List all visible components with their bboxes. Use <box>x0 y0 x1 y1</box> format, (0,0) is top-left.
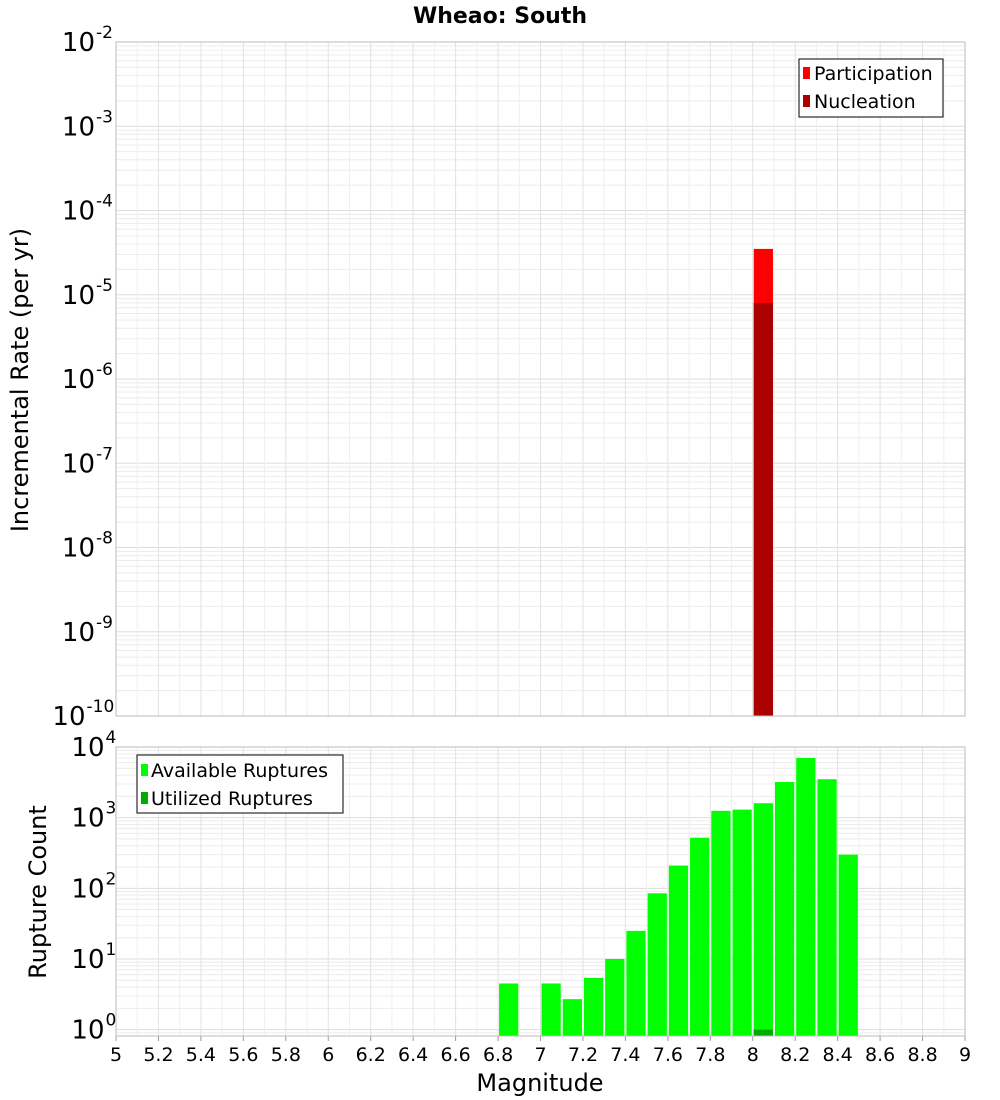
x-tick-label: 5.6 <box>228 1044 258 1066</box>
utilized-ruptures-bar <box>753 1029 773 1036</box>
y-tick-label: 10 <box>62 365 95 395</box>
legend-label-participation: Participation <box>814 63 933 85</box>
y-tick-exponent: 3 <box>106 799 117 819</box>
y-tick-label: 10 <box>71 1016 104 1046</box>
available-ruptures-bar <box>626 930 646 1036</box>
legend-swatch-participation <box>803 67 810 79</box>
y-tick-label: 10 <box>71 733 104 763</box>
y-tick-label: 10 <box>62 449 95 479</box>
rate-bars <box>753 248 773 716</box>
x-tick-label: 8.6 <box>865 1044 895 1066</box>
available-ruptures-bar <box>583 977 604 1036</box>
x-tick-label: 6.2 <box>356 1044 386 1066</box>
x-tick-label: 5.8 <box>271 1044 301 1066</box>
rate-y-axis-label: Incremental Rate (per yr) <box>6 228 34 532</box>
count-bars <box>499 757 858 1036</box>
x-tick-label: 6.6 <box>440 1044 470 1066</box>
available-ruptures-bar <box>562 999 582 1036</box>
count-y-axis-label: Rupture Count <box>24 805 52 979</box>
available-ruptures-bar <box>838 854 858 1036</box>
y-tick-label: 10 <box>62 534 95 564</box>
x-tick-label: 5 <box>110 1044 122 1066</box>
available-ruptures-bar <box>647 893 667 1036</box>
x-tick-label: 7 <box>534 1044 546 1066</box>
x-tick-label: 8.4 <box>823 1044 853 1066</box>
x-tick-label: 7.2 <box>568 1044 598 1066</box>
chart-title: Wheao: South <box>413 4 587 29</box>
y-tick-exponent: -5 <box>96 276 113 296</box>
legend-label-available: Available Ruptures <box>151 760 328 782</box>
x-tick-label: 6.8 <box>483 1044 513 1066</box>
x-tick-label: 6 <box>322 1044 334 1066</box>
y-tick-label: 10 <box>62 281 95 311</box>
rate-legend-box <box>798 58 944 118</box>
y-tick-label: 10 <box>71 945 104 975</box>
y-tick-label: 10 <box>62 618 95 648</box>
count-legend-box <box>136 754 344 814</box>
y-tick-label: 10 <box>62 197 95 227</box>
x-tick-label: 7.8 <box>695 1044 725 1066</box>
x-tick-label: 6.4 <box>398 1044 428 1066</box>
x-tick-label: 7.4 <box>610 1044 640 1066</box>
y-tick-exponent: -4 <box>96 192 113 212</box>
x-tick-label: 7.6 <box>653 1044 683 1066</box>
available-ruptures-bar <box>499 983 519 1036</box>
count-legend: Available Ruptures Utilized Ruptures <box>136 754 344 814</box>
x-tick-label: 5.2 <box>143 1044 173 1066</box>
available-ruptures-bar <box>690 837 710 1036</box>
x-tick-label: 8 <box>747 1044 759 1066</box>
nucleation-bar <box>753 302 773 716</box>
x-tick-label: 8.8 <box>907 1044 937 1066</box>
x-tick-label: 5.4 <box>186 1044 216 1066</box>
available-ruptures-bar <box>541 983 561 1036</box>
legend-label-utilized: Utilized Ruptures <box>151 788 313 810</box>
y-tick-exponent: 1 <box>106 940 117 960</box>
y-tick-exponent: 4 <box>106 728 117 748</box>
x-tick-label: 9 <box>959 1044 971 1066</box>
y-tick-exponent: -10 <box>87 697 115 717</box>
available-ruptures-bar <box>711 810 731 1036</box>
legend-swatch-available <box>141 764 148 776</box>
available-ruptures-bar <box>668 865 689 1036</box>
legend-swatch-nucleation <box>803 95 810 107</box>
x-axis-label: Magnitude <box>476 1069 603 1097</box>
y-tick-exponent: -7 <box>96 444 113 464</box>
y-tick-exponent: -8 <box>96 529 113 549</box>
available-ruptures-bar <box>796 757 816 1036</box>
available-ruptures-bar <box>774 781 795 1036</box>
y-tick-exponent: -6 <box>96 360 113 380</box>
available-ruptures-bar <box>753 803 773 1036</box>
y-tick-label: 10 <box>71 874 104 904</box>
available-ruptures-bar <box>817 779 837 1036</box>
y-tick-exponent: 0 <box>106 1011 117 1031</box>
rate-legend: Participation Nucleation <box>798 58 944 118</box>
legend-label-nucleation: Nucleation <box>814 91 916 113</box>
y-tick-label: 10 <box>62 28 95 58</box>
y-tick-exponent: -3 <box>96 107 113 127</box>
available-ruptures-bar <box>732 809 752 1036</box>
y-tick-exponent: 2 <box>106 869 117 889</box>
y-tick-label: 10 <box>71 804 104 834</box>
y-tick-label: 10 <box>62 112 95 142</box>
legend-swatch-utilized <box>141 792 148 804</box>
rate-grid <box>116 41 965 717</box>
count-x-ticks: 5 5.2 5.4 5.6 5.8 6 6.2 6.4 6.6 6.8 7 7.2 7.4 7.6 7.8 8… <box>110 1036 971 1066</box>
y-tick-exponent: -2 <box>96 23 113 43</box>
available-ruptures-bar <box>605 958 625 1036</box>
y-tick-label: 10 <box>52 702 85 732</box>
y-tick-exponent: -9 <box>96 613 113 633</box>
x-tick-label: 8.2 <box>780 1044 810 1066</box>
